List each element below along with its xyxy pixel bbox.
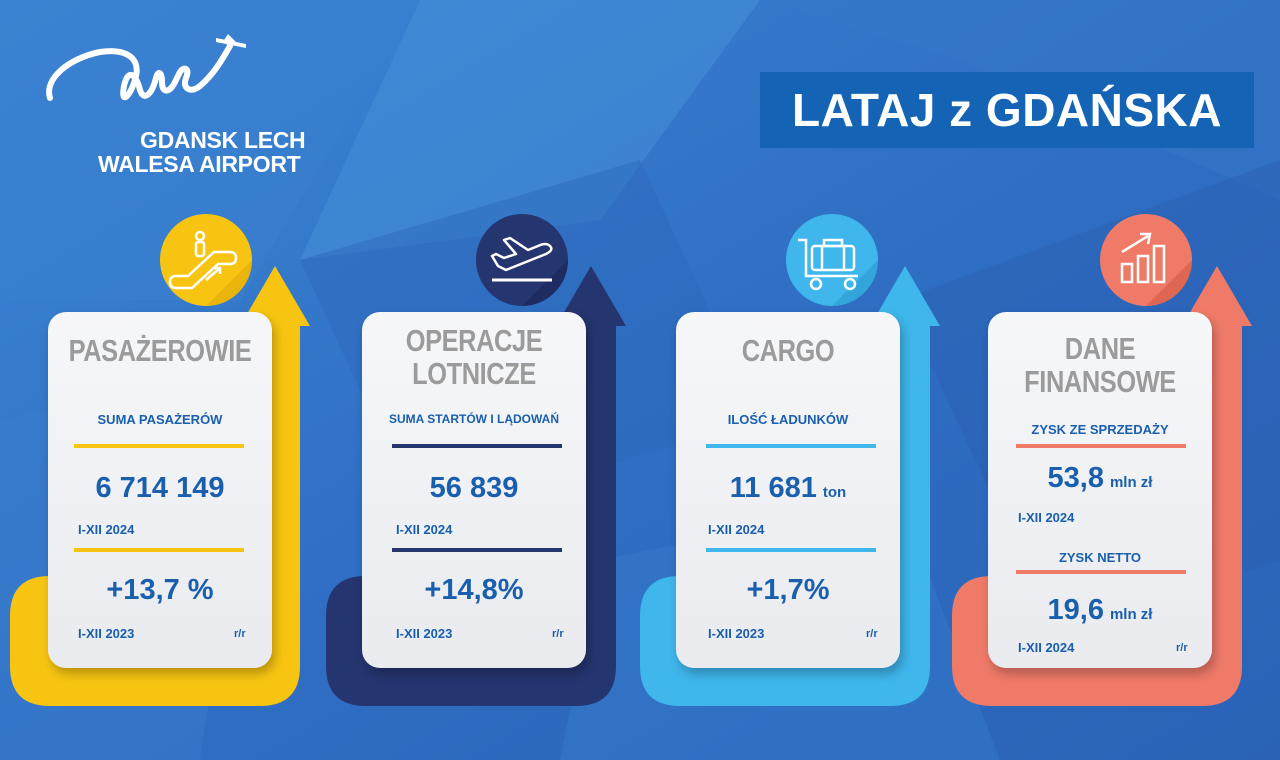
card-label-net: ZYSK NETTO [1058, 550, 1142, 565]
card-title: OPERACJE LOTNICZE [382, 324, 566, 390]
card-change-period: I-XII 2023 [708, 626, 765, 641]
passengers-value: 6 714 149 [95, 472, 225, 504]
sales-profit-value: 53,8 [1047, 462, 1104, 494]
sales-profit-unit: mln zł [1109, 474, 1153, 491]
divider [74, 444, 244, 448]
card-title: DANE FINANSOWE [1008, 332, 1192, 398]
divider [1016, 444, 1186, 448]
card-label-sales: ZYSK ZE SPRZEDAŻY [1031, 422, 1169, 437]
card-period: I-XII 2024 [78, 522, 135, 537]
divider [74, 548, 244, 552]
passengers-change: +13,7 % [106, 574, 214, 606]
card-period: I-XII 2024 [708, 522, 765, 537]
card-rr: r/r [552, 628, 564, 640]
card-period-sales: I-XII 2024 [1018, 510, 1075, 525]
card-title: PASAŻEROWIE [68, 333, 252, 368]
card-rr: r/r [1176, 642, 1188, 654]
luggage-cart-icon [786, 214, 878, 306]
logo-signature-icon [46, 34, 246, 101]
divider [706, 548, 876, 552]
cargo-unit: ton [822, 484, 847, 501]
cargo-value: 11 681 [729, 472, 817, 504]
divider [706, 444, 876, 448]
card-period: I-XII 2024 [396, 522, 453, 537]
airport-logo[interactable]: GDANSK LECH WALESA AIRPORT [40, 28, 340, 176]
escalator-icon [160, 214, 252, 306]
card-value: 6 714 149 [48, 472, 272, 505]
card-value-net: 19,6 mln zł [988, 594, 1212, 627]
financial-data-card: DANE FINANSOWE ZYSK ZE SPRZEDAŻY 53,8 mln… [988, 312, 1212, 668]
divider [1016, 570, 1186, 574]
card-label: SUMA PASAŻERÓW [97, 412, 223, 427]
card-title-line-1: OPERACJE [405, 323, 543, 358]
flight-operations-card: OPERACJE LOTNICZE SUMA STARTÓW I LĄDOWAŃ… [362, 312, 586, 668]
logo-line-2: WALESA AIRPORT [98, 151, 301, 177]
logo-text: GDANSK LECH WALESA AIRPORT [98, 127, 306, 176]
card-change: +14,8% [362, 574, 586, 607]
cargo-change: +1,7% [746, 574, 830, 606]
card-change-period: I-XII 2023 [396, 626, 453, 641]
card-rr: r/r [866, 628, 878, 640]
card-value-sales: 53,8 mln zł [988, 462, 1212, 495]
net-profit-unit: mln zł [1109, 606, 1153, 623]
growth-chart-icon [1100, 214, 1192, 306]
card-rr: r/r [234, 628, 246, 640]
operations-change: +14,8% [424, 574, 524, 606]
banner-title: LATAJ z GDAŃSKA [791, 84, 1222, 136]
operations-value: 56 839 [429, 472, 519, 504]
card-title: CARGO [741, 333, 835, 368]
card-period-net: I-XII 2024 [1018, 640, 1075, 655]
card-change: +13,7 % [48, 574, 272, 607]
divider [392, 444, 562, 448]
card-title-line-2: LOTNICZE [412, 356, 536, 391]
net-profit-value: 19,6 [1047, 594, 1104, 626]
passengers-card: PASAŻEROWIE SUMA PASAŻERÓW 6 714 149 I-X… [48, 312, 272, 668]
plane-takeoff-icon [476, 214, 568, 306]
title-banner: LATAJ z GDAŃSKA [760, 72, 1254, 148]
card-change-period: I-XII 2023 [78, 626, 135, 641]
divider [392, 548, 562, 552]
card-value: 11 681 ton [676, 472, 900, 505]
cargo-card: CARGO ILOŚĆ ŁADUNKÓW 11 681 ton I-XII 202… [676, 312, 900, 668]
card-change: +1,7% [676, 574, 900, 607]
card-label: ILOŚĆ ŁADUNKÓW [727, 412, 849, 427]
card-title-line-1: DANE [1064, 331, 1136, 366]
card-label: SUMA STARTÓW I LĄDOWAŃ [389, 412, 559, 426]
card-title-line-2: FINANSOWE [1024, 364, 1176, 399]
card-value: 56 839 [362, 472, 586, 505]
logo-line-1: GDANSK LECH [140, 127, 306, 153]
